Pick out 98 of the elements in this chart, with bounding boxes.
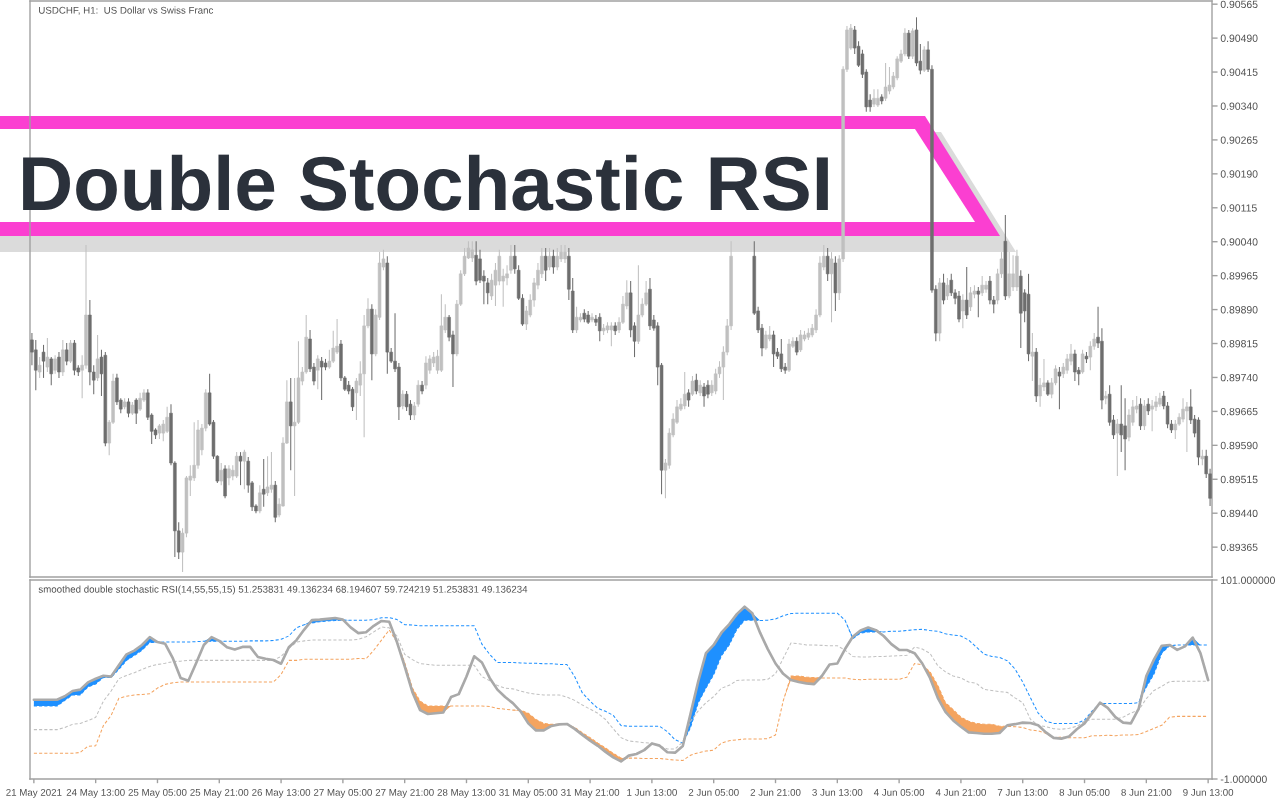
candlestick [555, 247, 559, 271]
candlestick [1173, 419, 1178, 440]
chart-subtitle: USDCHF, H1: US Dollar vs Swiss Franc [39, 6, 214, 15]
candlestick [316, 354, 320, 390]
y-tick-label: -1.000000 [1220, 775, 1267, 783]
candlestick [1007, 251, 1011, 299]
candlestick [683, 371, 687, 410]
x-tick-label: 9 Jun 13:00 [1183, 788, 1234, 796]
x-tick-label: 31 May 05:00 [499, 788, 558, 798]
candlestick [922, 45, 926, 73]
candlestick [1073, 349, 1077, 382]
candlestick [95, 334, 100, 382]
candlestick [242, 449, 247, 490]
x-tick-label: 2 Jun 21:00 [750, 788, 801, 796]
candlestick [470, 240, 475, 263]
x-tick-label: 4 Jun 05:00 [873, 788, 925, 796]
candlestick [258, 484, 262, 514]
y-tick-label: 0.89590 [1220, 441, 1258, 450]
x-tick-label: 24 May 13:00 [66, 788, 125, 798]
candlestick [134, 397, 138, 425]
candlestick [265, 455, 270, 497]
candlestick [976, 286, 981, 318]
candlestick [37, 356, 42, 379]
candlestick [883, 62, 888, 102]
candlestick [957, 290, 961, 323]
candlestick [1057, 366, 1062, 410]
candlestick [702, 382, 706, 408]
candlestick [1030, 332, 1035, 382]
x-tick-label: 26 May 13:00 [252, 788, 311, 798]
x-tick-label: 25 May 21:00 [190, 788, 249, 798]
candlestick [961, 293, 965, 329]
y-tick-label: 0.89365 [1220, 543, 1258, 552]
candlestick [424, 355, 428, 390]
x-tick-label: 7 Jun 13:00 [997, 788, 1048, 796]
x-tick-label: 28 May 13:00 [437, 788, 496, 798]
y-tick-label: 0.90190 [1220, 170, 1258, 178]
candlestick [401, 389, 405, 410]
candlestick [795, 336, 799, 356]
y-tick-label: 0.89740 [1220, 373, 1258, 382]
x-tick-label: 21 May 2021 [6, 788, 62, 798]
candlestick [61, 339, 65, 377]
y-tick-label: 0.89440 [1220, 509, 1258, 518]
y-tick-label: 0.89890 [1220, 306, 1258, 314]
candlestick [984, 280, 988, 294]
y-tick-label: 0.90565 [1220, 0, 1258, 9]
candlestick [764, 330, 768, 351]
candlestick [1088, 340, 1093, 371]
x-tick-label: 1 Jun 13:00 [627, 788, 677, 796]
candlestick [563, 244, 567, 264]
candlestick [964, 266, 969, 320]
x-tick-label: 4 Jun 21:00 [935, 788, 986, 796]
candlestick [269, 451, 274, 494]
candlestick [64, 342, 69, 366]
candlestick [57, 351, 61, 379]
candlestick [1115, 418, 1120, 477]
text: smoothed double stochastic RSI(14,55,55,15) 51.253831 49.136234 68.194607 59.724219 51.253831 49.136234 [38, 585, 528, 595]
candlestick [945, 277, 950, 301]
x-tick-label: 27 May 05:00 [313, 788, 372, 798]
y-tick-label: 0.90115 [1220, 204, 1257, 212]
candlestick [261, 458, 266, 508]
y-tick-label: 0.90340 [1220, 102, 1258, 110]
x-tick-label: 27 May 21:00 [375, 788, 434, 798]
x-tick-label: 8 Jun 05:00 [1059, 788, 1110, 796]
y-tick-label: 0.90040 [1220, 238, 1258, 246]
x-tick-label: 3 Jun 13:00 [812, 788, 863, 796]
candlestick [598, 312, 602, 342]
y-tick-label: 0.90265 [1220, 136, 1258, 144]
candlestick [543, 247, 548, 282]
candlestick [138, 392, 142, 412]
candlestick [227, 464, 231, 486]
x-tick-label: 2 Jun 05:00 [688, 788, 739, 796]
x-tick-label: 25 May 05:00 [128, 788, 187, 798]
candlestick [590, 312, 594, 323]
candlestick [289, 377, 293, 471]
y-tick-label: 101.000000 [1221, 576, 1275, 584]
y-tick-label: 0.89665 [1220, 407, 1258, 416]
candlestick [876, 88, 880, 108]
candlestick [1185, 401, 1189, 453]
candlestick [53, 354, 57, 375]
candlestick [238, 451, 243, 486]
y-tick-label: 0.89515 [1220, 475, 1258, 484]
candlestick [49, 356, 53, 386]
candlestick [872, 88, 876, 108]
candlestick [1158, 392, 1162, 408]
candlestick [907, 29, 911, 60]
candlestick [45, 337, 50, 373]
candlestick [551, 249, 556, 275]
y-tick-label: 0.89965 [1220, 272, 1258, 280]
text: Double Stochastic RSI [23, 154, 828, 211]
candlestick [1150, 399, 1154, 432]
candlestick [980, 275, 984, 297]
y-tick-label: 0.90415 [1220, 68, 1258, 76]
y-tick-label: 0.90490 [1220, 34, 1258, 42]
x-tick-label: 31 May 21:00 [561, 788, 620, 798]
candlestick [219, 462, 223, 486]
x-tick-label: 8 Jun 21:00 [1121, 788, 1172, 796]
candlestick [547, 247, 552, 271]
y-tick-label: 0.89815 [1220, 340, 1258, 348]
